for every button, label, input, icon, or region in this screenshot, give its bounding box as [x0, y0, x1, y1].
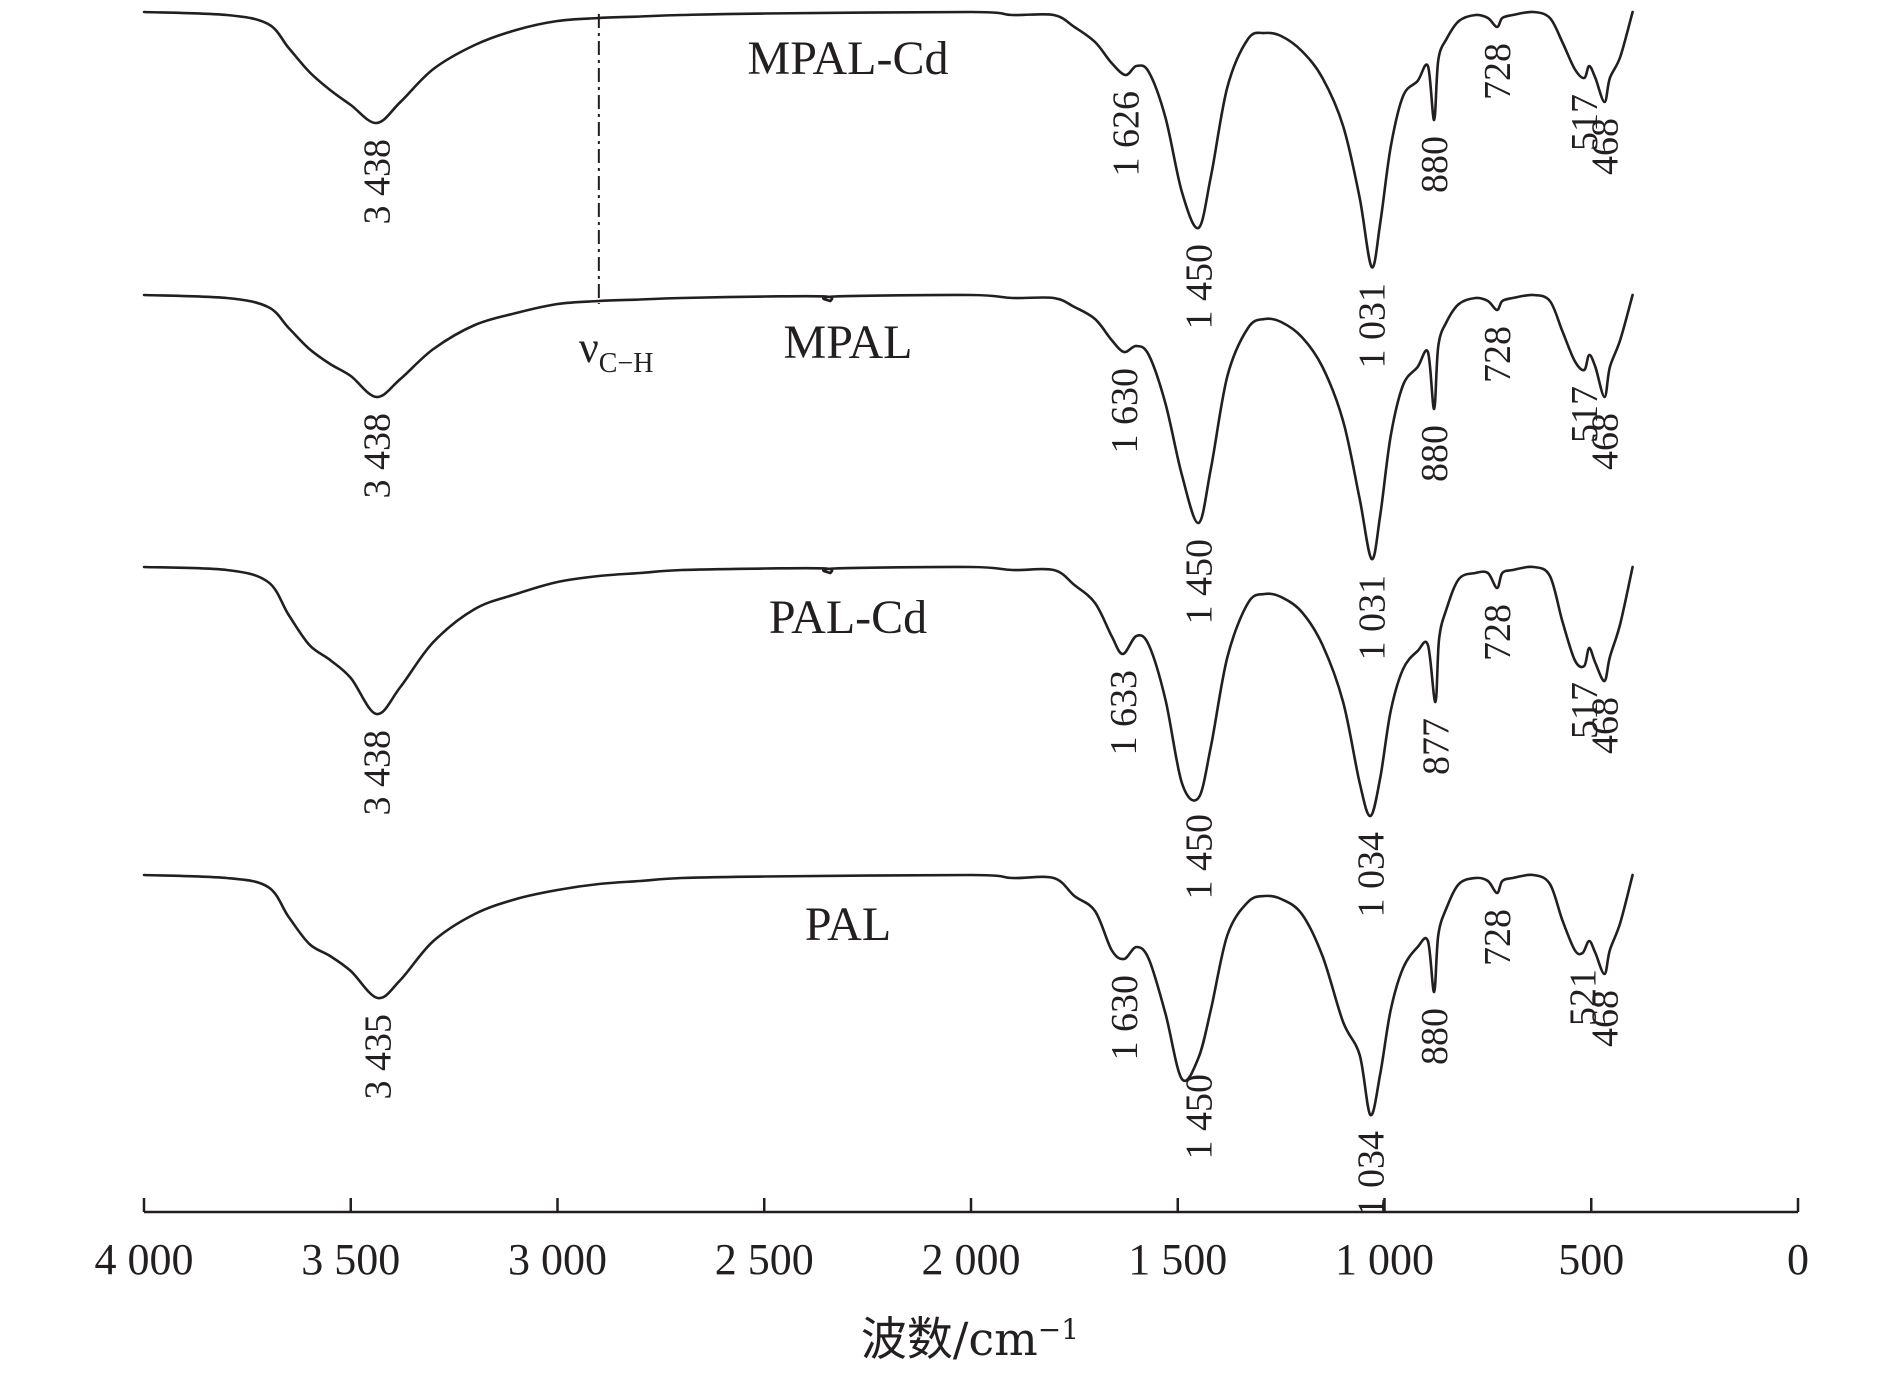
peak-label-pal-6: 521: [1563, 969, 1605, 1026]
series-line-pal-cd: [142, 565, 1634, 818]
x-tick-label-6: 1 000: [1335, 1235, 1434, 1284]
x-axis-label-text: 波数/cm: [861, 1312, 1038, 1366]
peak-label-pal-cd-1: 1 633: [1103, 670, 1145, 756]
series-line-mpal: [142, 293, 1634, 561]
peak-label-mpal-cd-1: 1 626: [1106, 91, 1148, 177]
x-tick-label-4: 2 000: [922, 1235, 1021, 1284]
peak-label-pal-cd-5: 728: [1477, 604, 1519, 661]
x-tick-label-8: 0: [1787, 1235, 1809, 1284]
x-axis-ticks: 4 000 3 500 3 000 2 500 2 000 1 500 1 000 500 0: [95, 1198, 1809, 1284]
series-label-pal: PAL: [805, 898, 891, 951]
peak-label-pal-cd-4: 877: [1415, 718, 1457, 775]
peak-label-pal-cd-0: 3 438: [356, 730, 398, 816]
peak-label-mpal-cd-4: 880: [1414, 136, 1456, 193]
x-tick-label-7: 500: [1558, 1235, 1624, 1284]
series-line-pal: [142, 873, 1634, 1117]
peak-label-mpal-cd-3: 1 031: [1352, 283, 1394, 369]
x-tick-label-3: 2 500: [715, 1235, 814, 1284]
peak-label-pal-cd-3: 1 034: [1350, 832, 1392, 918]
vch-annotation-symbol: ν: [579, 323, 599, 372]
peak-label-pal-cd-7: 468: [1585, 697, 1627, 754]
peak-label-mpal-1: 1 630: [1104, 368, 1146, 454]
peak-label-mpal-5: 728: [1477, 326, 1519, 383]
peak-label-mpal-3: 1 031: [1352, 575, 1394, 661]
peak-label-mpal-cd-7: 468: [1585, 118, 1627, 175]
peak-label-pal-2: 1 450: [1178, 1074, 1220, 1160]
x-tick-label-5: 1 500: [1128, 1235, 1227, 1284]
vch-annotation-sub: C−H: [599, 348, 654, 379]
peak-label-pal-cd-6: 517: [1564, 682, 1606, 739]
series-label-mpal: MPAL: [784, 316, 913, 369]
peak-label-mpal-cd-6: 517: [1564, 94, 1606, 151]
peak-label-pal-3: 1 034: [1350, 1131, 1392, 1217]
series-label-pal-cd: PAL-Cd: [769, 591, 927, 644]
x-axis-label-sup: −1: [1038, 1313, 1079, 1346]
series-label-mpal-cd: MPAL-Cd: [748, 32, 949, 85]
peak-label-pal-4: 880: [1414, 1008, 1456, 1065]
peak-label-pal-cd-2: 1 450: [1178, 814, 1220, 900]
x-tick-label-0: 4 000: [95, 1235, 194, 1284]
peak-label-mpal-7: 468: [1585, 413, 1627, 470]
peak-label-pal-1: 1 630: [1104, 975, 1146, 1061]
peak-label-mpal-0: 3 438: [356, 413, 398, 499]
peak-label-mpal-cd-2: 1 450: [1178, 244, 1220, 330]
peak-label-mpal-4: 880: [1414, 425, 1456, 482]
peak-label-mpal-6: 517: [1564, 386, 1606, 443]
series-line-mpal-cd: [142, 10, 1634, 269]
peak-label-pal-5: 728: [1477, 909, 1519, 966]
peak-label-pal-7: 468: [1585, 990, 1627, 1047]
peak-label-pal-0: 3 435: [358, 1014, 400, 1100]
x-axis: 4 000 3 500 3 000 2 500 2 000 1 500 1 000 500 0: [95, 1198, 1809, 1284]
vch-annotation: νC−H: [579, 323, 654, 379]
x-axis-label: 波数/cm−1: [861, 1312, 1079, 1366]
peak-label-mpal-2: 1 450: [1178, 539, 1220, 625]
peak-label-mpal-cd-0: 3 438: [356, 139, 398, 225]
x-tick-label-2: 3 000: [508, 1235, 607, 1284]
peak-label-mpal-cd-5: 728: [1477, 43, 1519, 100]
x-tick-label-1: 3 500: [301, 1235, 400, 1284]
